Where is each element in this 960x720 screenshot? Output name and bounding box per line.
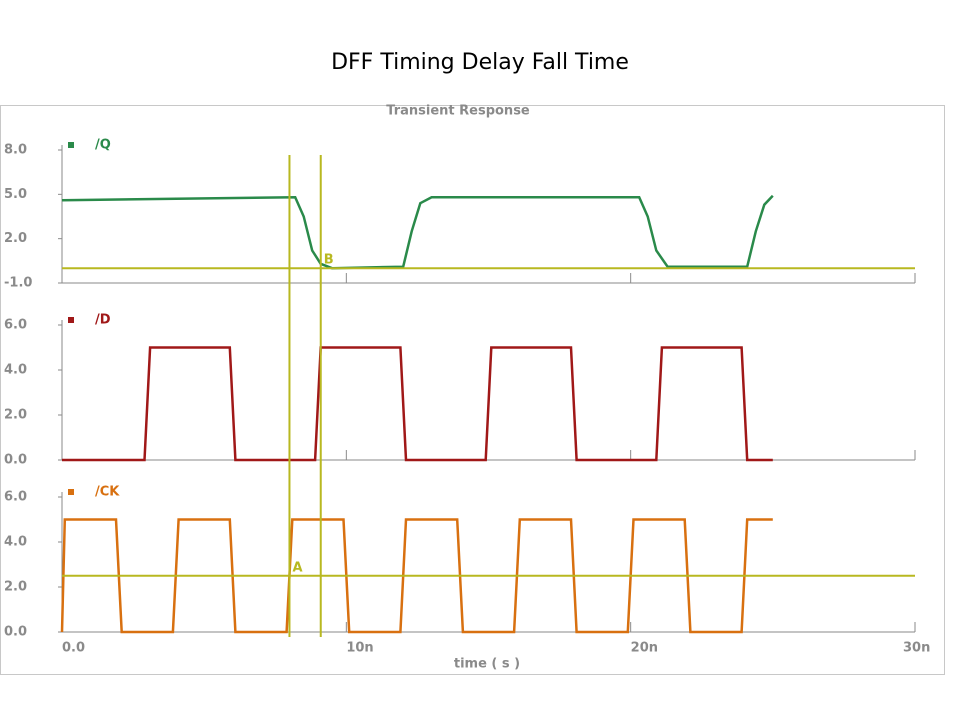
legend-swatch: [68, 489, 74, 495]
y-tick-label: 6.0: [4, 318, 27, 333]
chart-title: Transient Response: [386, 104, 530, 119]
waveform: [61, 194, 774, 270]
y-tick-label: 0.0: [4, 453, 27, 468]
y-tick-label: 6.0: [4, 490, 27, 505]
plot-frame: [0, 105, 945, 675]
y-tick-label: 4.0: [4, 535, 27, 550]
y-tick-label: -1.0: [4, 276, 32, 291]
legend-label: /Q: [95, 138, 111, 153]
y-tick-label: 2.0: [4, 231, 27, 246]
y-tick-label: 2.0: [4, 580, 27, 595]
y-tick-label: 5.0: [4, 187, 27, 202]
legend-label: /D: [95, 313, 111, 328]
y-tick-label: 2.0: [4, 408, 27, 423]
x-axis-label: time ( s ): [454, 657, 520, 672]
x-tick-label: 30n: [903, 641, 930, 656]
waveform: [60, 518, 773, 634]
slide-title: DFF Timing Delay Fall Time: [331, 50, 629, 75]
y-tick-label: 4.0: [4, 363, 27, 378]
x-tick-label: 0.0: [62, 641, 85, 656]
legend-swatch: [68, 142, 74, 148]
waveform: [62, 346, 773, 462]
y-tick-label: 0.0: [4, 625, 27, 640]
legend-label: /CK: [95, 485, 120, 500]
legend-swatch: [68, 317, 74, 323]
cursor-label: A: [292, 560, 302, 575]
y-tick-label: 8.0: [4, 143, 27, 158]
x-tick-label: 10n: [346, 641, 373, 656]
cursor-label: B: [324, 253, 334, 268]
x-tick-label: 20n: [631, 641, 658, 656]
